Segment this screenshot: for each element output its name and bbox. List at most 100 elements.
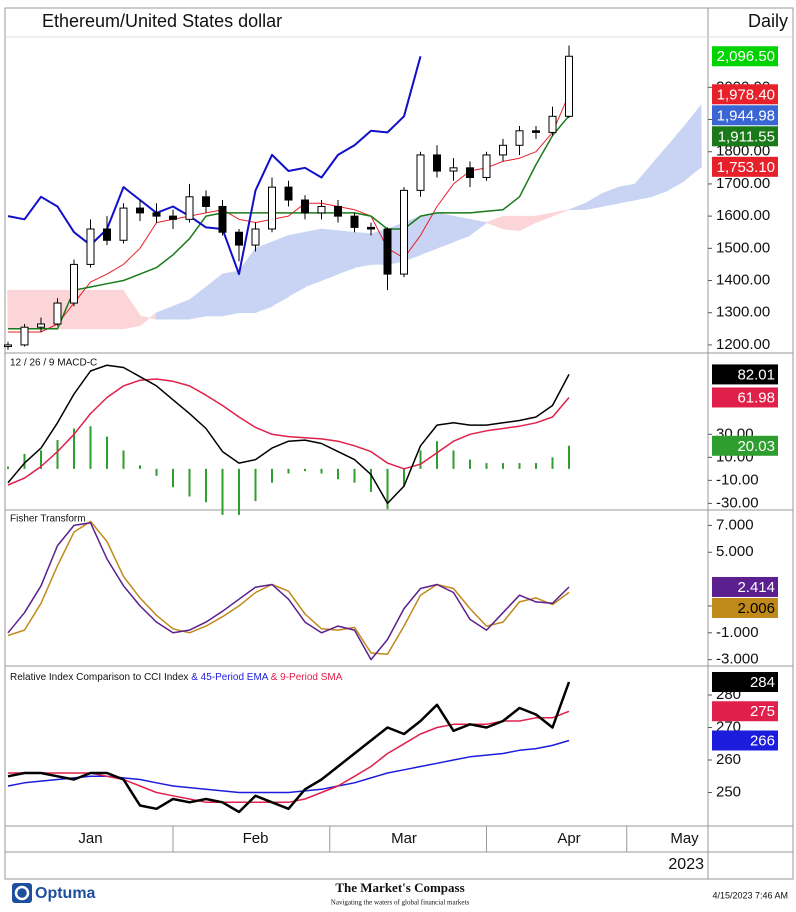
cloud-segment [601,186,620,207]
cloud-segment [502,215,521,231]
histogram-bar [56,440,59,469]
y-tick-label: 1500.00 [716,239,770,256]
cloud-segment [436,212,455,249]
cloud-segment [271,235,290,307]
value-label: 82.01 [737,366,775,383]
interval: Daily [748,11,788,31]
candle-body [433,154,441,172]
cloud-segment [172,299,191,320]
cloud-segment [452,215,471,243]
candle-body [350,215,359,228]
title-part: Relative Index Comparison to CCI Index [10,672,188,683]
y-tick-label: 1200.00 [716,336,770,353]
candle-body [86,228,95,265]
histogram-bar [205,468,207,503]
cloud-segment [485,215,504,230]
cloud-segment [106,289,125,330]
candle-body [268,186,276,230]
histogram-bar [238,468,240,515]
candle-body [37,323,45,328]
value-label: 61.98 [737,389,775,406]
candle-body [103,228,111,241]
cloud-segment [667,125,686,191]
cloud-segment [287,231,306,298]
cloud-segment [551,209,570,217]
candle-body [301,199,309,214]
cloud-segment [188,286,207,320]
data-line [7,521,570,661]
value-label: 1,944.98 [717,107,775,124]
x-tick-label: Jan [78,830,102,847]
cloud-segment [221,270,240,317]
candle-body [532,130,540,133]
value-label: 1,978.40 [717,86,775,103]
cloud-segment [254,241,273,314]
value-label: 284 [750,674,775,691]
histogram-bar [304,468,306,472]
candle-body [185,196,194,220]
histogram-bar [337,468,339,480]
data-line [7,739,570,794]
histogram-bar [452,450,455,469]
panel-title: Relative Index Comparison to CCI Index &… [10,672,343,683]
cloud-segment [518,215,537,232]
value-label: 1,753.10 [717,159,775,176]
cloud-segment [238,247,257,314]
candle-body [548,115,557,133]
cloud-segment [304,228,323,288]
cloud-segment [584,193,603,211]
histogram-bar [139,465,141,469]
value-label-box [712,435,778,456]
cloud-segment [353,231,372,269]
histogram-bar [568,445,570,469]
histogram-bar [502,463,504,469]
candle-body [169,215,177,220]
candle-body [499,144,507,156]
histogram-bar [551,457,554,469]
value-label: 266 [750,732,775,749]
histogram-bar [370,468,372,492]
histogram-bar [271,468,273,483]
candle-body [70,263,78,304]
y-tick-label: -10.00 [716,471,759,488]
histogram-bar [106,436,108,469]
y-tick-label: -1.000 [716,624,759,641]
value-label-box [712,701,778,722]
panel-title: 12 / 26 / 9 MACD-C [10,358,97,369]
value-label: 275 [750,703,775,720]
y-tick-label: 5.000 [716,543,754,560]
histogram-bar [469,459,471,469]
candle-body [119,207,128,241]
value-label: 2.006 [737,600,775,617]
value-label-box [712,84,778,105]
histogram-bar [122,450,125,469]
candle-body [4,344,12,348]
histogram-bar [254,468,257,502]
x-tick-label: Apr [557,830,580,847]
candle-body [235,231,243,246]
histogram-bar [485,463,488,469]
candle-body [383,228,392,275]
cloud-segment [89,289,108,330]
value-label-box [712,156,778,177]
y-tick-label: 1300.00 [716,304,770,321]
candle-body [400,189,408,275]
value-label-box [712,576,778,597]
brand: The Market's Compass [335,880,464,895]
y-tick-label: 1700.00 [716,175,770,192]
value-label-box [712,364,778,385]
panel-title: Fisher Transform [10,514,86,525]
candle-body [20,326,29,346]
footer: Optuma The Market's Compass Navigating t… [12,880,788,907]
candle-body [515,130,524,146]
y-tick-label: 7.000 [716,516,754,533]
data-line [7,681,571,814]
cloud-segment [535,212,554,223]
y-tick-label: 1800.00 [716,143,770,160]
x-tick-label: May [670,830,699,847]
title-part: & 45-Period EMA [191,672,269,683]
value-label-box [712,672,778,692]
candle-body [416,154,425,191]
value-label: 20.03 [737,438,775,455]
